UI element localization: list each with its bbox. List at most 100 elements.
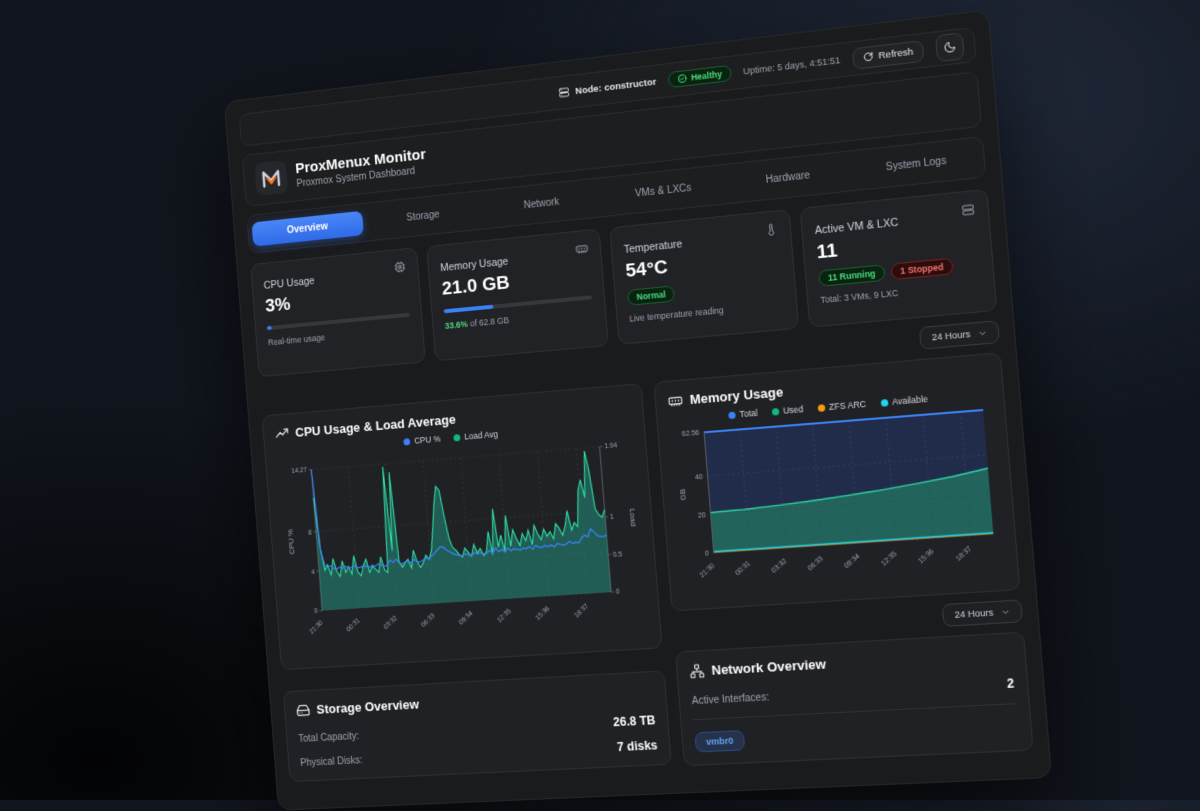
svg-text:1.94: 1.94	[604, 443, 618, 451]
cpu-card-title: CPU Usage	[263, 275, 315, 292]
time-range-value: 24 Hours	[931, 329, 970, 343]
temperature-status-badge: Normal	[627, 285, 675, 305]
storage-title: Storage Overview	[316, 697, 420, 717]
info-label: Active Interfaces:	[691, 692, 769, 707]
svg-text:1: 1	[610, 514, 615, 522]
legend-label: CPU %	[414, 434, 441, 446]
svg-text:06:33: 06:33	[807, 555, 825, 573]
svg-text:14.27: 14.27	[291, 467, 307, 475]
cpu-usage-card: CPU Usage 3% Real-time usage	[250, 247, 426, 377]
tab-system-logs[interactable]: System Logs	[853, 144, 981, 183]
svg-text:62.56: 62.56	[682, 430, 700, 439]
server-stack-icon	[961, 203, 976, 218]
chevron-down-icon	[1000, 607, 1010, 617]
svg-text:0: 0	[705, 551, 710, 559]
memory-chart-card: Memory Usage Total Used ZFS ARC Available 2…	[653, 352, 1020, 611]
uptime-text: Uptime: 5 days, 4:51:51	[743, 55, 841, 76]
server-icon	[557, 86, 570, 99]
time-range-select[interactable]: 24 Hours	[919, 320, 1000, 350]
info-label: Physical Disks:	[300, 755, 363, 769]
cpu-icon	[393, 260, 406, 274]
memory-caption-rest: of 62.8 GB	[467, 315, 509, 329]
tab-hardware[interactable]: Hardware	[726, 158, 850, 196]
legend-item: Used	[771, 404, 803, 417]
network-title: Network Overview	[711, 656, 827, 678]
cpu-progress-fill	[267, 326, 272, 330]
info-label: Total Capacity:	[298, 731, 359, 745]
storage-rows: Total Capacity: 26.8 TB Physical Disks: 7 d…	[298, 713, 658, 769]
legend-dot	[817, 404, 825, 412]
legend-item: CPU %	[403, 434, 440, 447]
svg-text:20: 20	[698, 512, 707, 520]
proxmenux-logo	[254, 160, 288, 196]
health-badge: Healthy	[668, 65, 732, 88]
legend-label: Used	[783, 404, 804, 416]
tab-vms-lxcs[interactable]: VMs & LXCs	[603, 172, 724, 210]
info-value: 7 disks	[617, 738, 658, 754]
legend-dot	[772, 407, 780, 415]
legend-label: Load Avg	[464, 429, 499, 442]
info-row: Physical Disks: 7 disks	[300, 738, 658, 769]
legend-label: ZFS ARC	[829, 399, 867, 412]
svg-text:0: 0	[314, 608, 318, 615]
trending-up-icon	[275, 426, 290, 442]
tab-storage[interactable]: Storage	[366, 198, 481, 234]
divider	[693, 703, 1016, 720]
dashboard: Node: constructor Healthy Uptime: 5 days…	[224, 9, 1052, 810]
memory-time-range-value: 24 Hours	[954, 607, 994, 620]
svg-text:0.5: 0.5	[613, 551, 623, 559]
svg-text:00:31: 00:31	[346, 617, 362, 634]
legend-label: Available	[892, 394, 929, 407]
legend-dot	[728, 411, 736, 419]
legend-dot	[404, 438, 411, 445]
memory-time-range-select[interactable]: 24 Hours	[942, 599, 1023, 626]
svg-text:CPU %: CPU %	[286, 529, 296, 555]
legend-dot	[880, 399, 888, 407]
svg-text:40: 40	[695, 474, 704, 482]
vm-card-title: Active VM & LXC	[814, 217, 898, 238]
tab-overview[interactable]: Overview	[252, 210, 364, 246]
vm-running-badge: 11 Running	[818, 264, 885, 287]
interface-badge[interactable]: vmbr0	[694, 730, 745, 753]
svg-text:06:33: 06:33	[420, 612, 436, 629]
svg-text:15:36: 15:36	[917, 548, 936, 566]
health-badge-label: Healthy	[691, 69, 723, 83]
svg-text:03:32: 03:32	[383, 614, 399, 631]
memory-icon	[667, 393, 683, 409]
temperature-card: Temperature 54°C Normal Live temperature…	[609, 209, 799, 345]
info-value: 2	[1006, 676, 1014, 691]
refresh-icon	[862, 51, 873, 62]
svg-text:12:35: 12:35	[496, 607, 513, 624]
info-value: 26.8 TB	[613, 713, 656, 729]
svg-text:21:30: 21:30	[699, 562, 717, 579]
tab-network[interactable]: Network	[483, 185, 601, 222]
network-icon	[689, 663, 705, 679]
svg-text:09:34: 09:34	[458, 610, 474, 627]
refresh-button[interactable]: Refresh	[852, 40, 925, 70]
memory-card-title: Memory Usage	[440, 256, 509, 275]
network-rows: Active Interfaces: 2	[691, 676, 1015, 707]
svg-text:21:30: 21:30	[309, 619, 325, 636]
node-label: Node: constructor	[575, 76, 657, 96]
memory-chart-title: Memory Usage	[689, 384, 784, 407]
legend-item: Total	[728, 408, 758, 420]
vm-stopped-badge: 1 Stopped	[890, 258, 953, 280]
memory-caption-pct: 33.6%	[444, 319, 468, 331]
svg-text:12:35: 12:35	[880, 550, 899, 568]
legend-dot	[454, 434, 461, 441]
svg-text:4: 4	[311, 569, 315, 576]
svg-text:0: 0	[616, 589, 621, 597]
chevron-down-icon	[977, 328, 987, 338]
moon-icon	[943, 40, 957, 54]
svg-text:15:36: 15:36	[535, 605, 552, 622]
svg-text:00:31: 00:31	[734, 560, 752, 577]
theme-toggle-button[interactable]	[935, 32, 965, 62]
temperature-card-title: Temperature	[623, 238, 682, 256]
svg-text:03:32: 03:32	[770, 557, 788, 574]
info-row: Active Interfaces: 2	[691, 676, 1015, 707]
memory-usage-card: Memory Usage 21.0 GB 33.6% of 62.8 GB	[426, 228, 609, 361]
active-vm-lxc-card: Active VM & LXC 11 11 Running 1 Stopped …	[800, 189, 998, 328]
svg-text:Load: Load	[628, 508, 638, 526]
